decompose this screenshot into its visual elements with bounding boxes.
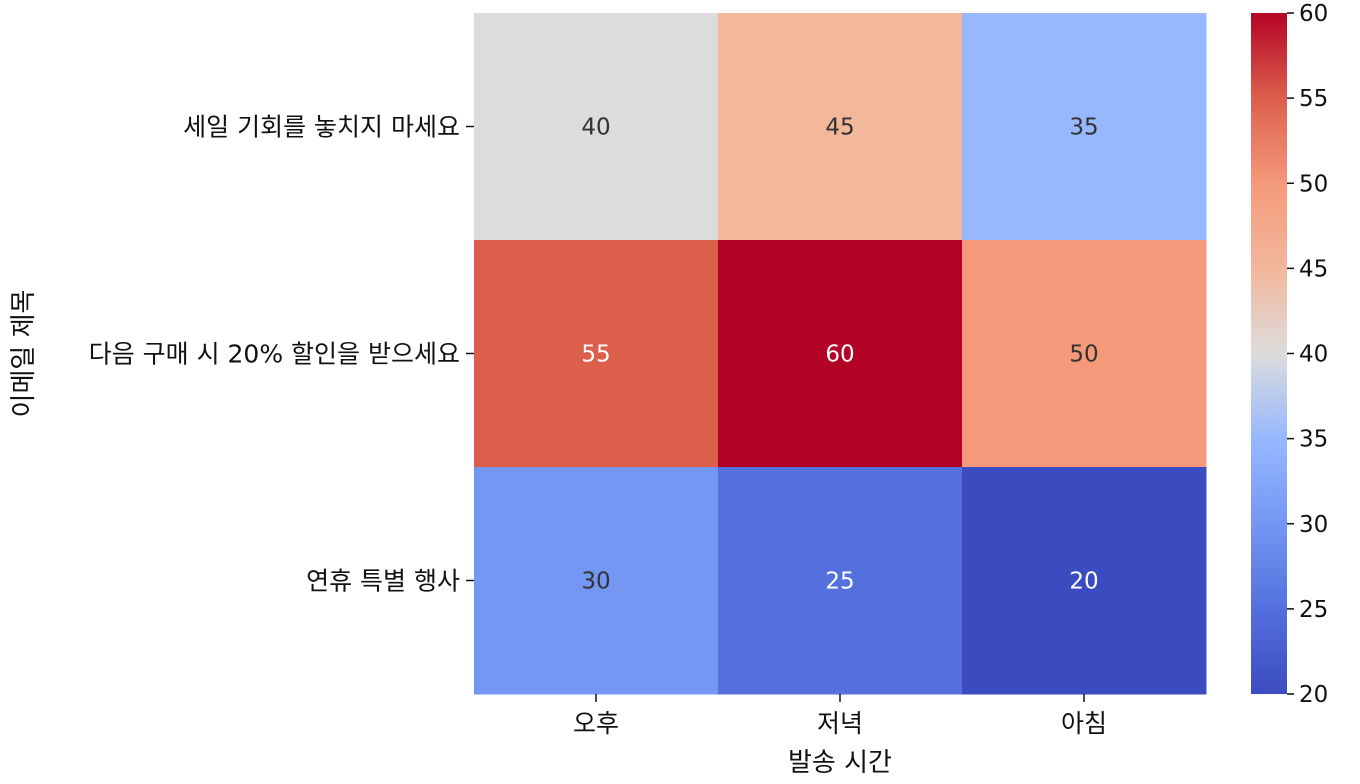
cell-value-label: 55 [581,342,610,368]
cell-value-label: 50 [1069,342,1098,368]
cell-value-label: 30 [581,569,610,595]
x-tick-label: 아침 [1061,709,1107,738]
heatmap-cell [474,240,719,468]
heatmap-cell [718,240,963,468]
colorbar-tick-label: 55 [1299,86,1328,112]
cell-value-label: 40 [581,115,610,141]
colorbar-tick-label: 60 [1299,1,1328,27]
y-axis-label: 이메일 제목 [9,290,39,418]
heatmap-cell [718,13,963,241]
colorbar-tick-label: 30 [1299,512,1328,538]
cell-value-label: 35 [1069,115,1098,141]
colorbar [1251,13,1287,694]
heatmap-cell [718,467,963,695]
colorbar-tick-label: 25 [1299,597,1328,623]
cell-value-label: 20 [1069,569,1098,595]
colorbar-tick-label: 45 [1299,256,1328,282]
heatmap-cell [962,240,1207,468]
cell-value-label: 25 [825,569,854,595]
colorbar-tick-label: 50 [1299,171,1328,197]
heatmap-cell [962,13,1207,241]
heatmap-cell [962,467,1207,695]
x-tick-label: 오후 [573,709,619,738]
colorbar-tick-label: 35 [1299,427,1328,453]
cell-value-label: 45 [825,115,854,141]
heatmap-cell [474,467,719,695]
colorbar-tick-label: 40 [1299,342,1328,368]
x-axis-label: 발송 시간 [788,748,892,778]
y-tick-label: 세일 기회를 놓치지 마세요 [183,113,460,142]
heatmap-cell [474,13,719,241]
cell-value-label: 60 [825,342,854,368]
x-tick-label: 저녁 [817,709,863,738]
y-tick-label: 연휴 특별 행사 [306,567,460,596]
colorbar-tick-label: 20 [1299,682,1328,708]
y-tick-label: 다음 구매 시 20% 할인을 받으세요 [89,340,460,369]
